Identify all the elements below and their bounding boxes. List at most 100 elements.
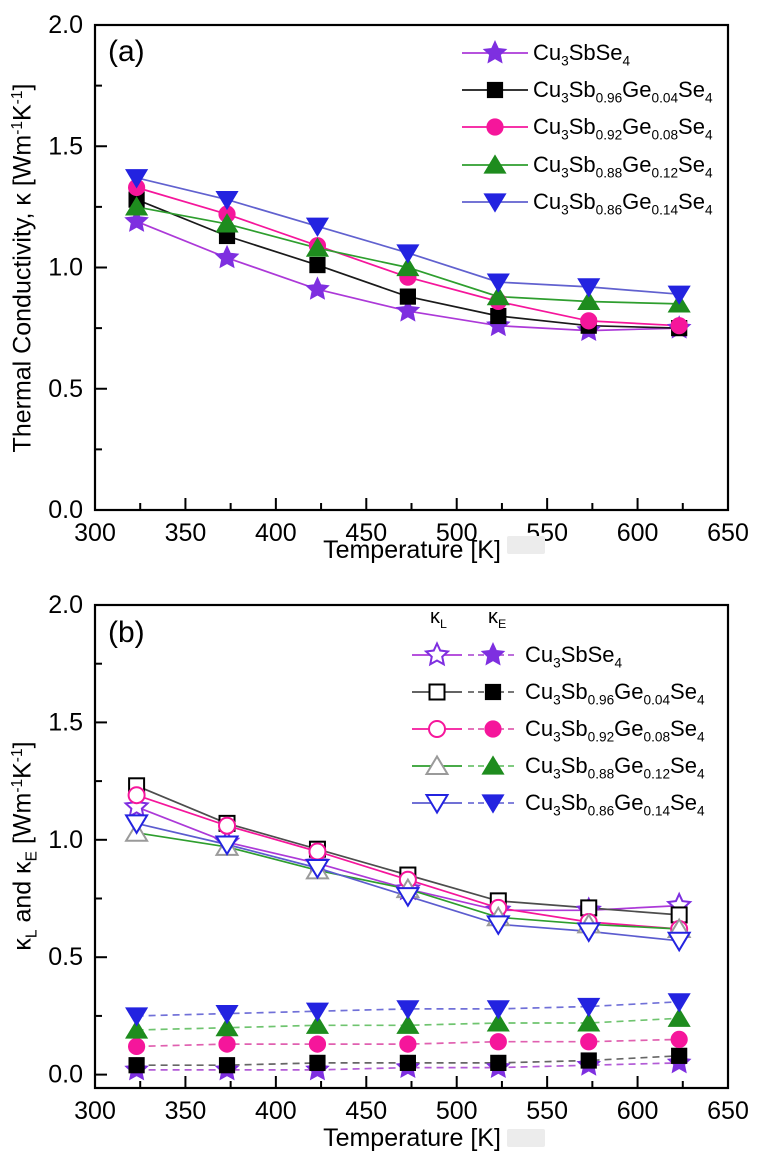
text-run: Ge [622, 114, 652, 139]
data-point-kE-circle [399, 1035, 417, 1053]
superscript: -1 [9, 90, 26, 105]
x-tick-label: 300 [74, 519, 116, 547]
x-tick-label: 550 [526, 1097, 568, 1125]
data-point-main-triangle-up [486, 285, 510, 306]
legend-b-filled-marker-star [480, 642, 506, 666]
x-tick-label: 450 [345, 519, 387, 547]
subscript: 0.92 [595, 127, 623, 143]
data-point-kE-square [671, 1047, 688, 1064]
subscript: 0.86 [595, 202, 623, 218]
subscript: 4 [696, 692, 705, 708]
watermark-smudge-a [507, 536, 545, 554]
subscript: 4 [704, 90, 713, 106]
legend-b-open-marker-triangle-up [424, 754, 450, 775]
legend-a-marker-circle [486, 118, 504, 136]
subscript: 0.92 [587, 729, 615, 745]
subscript: 4 [696, 729, 705, 745]
legend-b-open-marker-star [423, 641, 451, 667]
subscript: 0.96 [587, 692, 615, 708]
x-tick-label: 350 [165, 519, 207, 547]
data-point-main-triangle-up [396, 256, 420, 277]
data-point-main-triangle-up [125, 196, 149, 216]
text-run: Sb [560, 679, 588, 704]
superscript: -1 [9, 778, 26, 793]
legend-b-open-marker-triangle-down [424, 794, 450, 815]
text-run: Se [678, 77, 705, 102]
x-tick-label: 600 [617, 519, 659, 547]
legend-a-marker-star [482, 40, 508, 64]
watermark-smudge-b [507, 1129, 545, 1147]
superscript: -1 [9, 748, 26, 763]
subscript: E [498, 616, 507, 631]
legend-a-marker-triangle-up [483, 154, 507, 174]
subscript: 3 [553, 655, 561, 671]
subscript: 4 [704, 165, 713, 181]
y-tick-label: 1.0 [48, 254, 83, 282]
text-run: K [8, 762, 37, 779]
text-run: Sb [568, 189, 596, 214]
subscript: L [23, 929, 41, 939]
text-run: Sb [568, 114, 596, 139]
data-point-kL-triangle-down [395, 887, 421, 908]
y-tick-label: 1.5 [48, 132, 83, 160]
data-point-main-star [214, 244, 240, 269]
subscript: 3 [553, 803, 561, 819]
data-point-kE-square [128, 1057, 145, 1074]
data-point-kE-circle [489, 1033, 507, 1051]
y-tick-label: 0.0 [48, 496, 83, 524]
legend-b-header-kE: κE [488, 606, 506, 635]
subscript: 0.88 [587, 766, 615, 782]
text-run: Sb [560, 790, 588, 815]
data-point-kL-triangle-down [214, 835, 240, 856]
text-run: Thermal Conductivity, κ [Wm [8, 134, 37, 453]
x-tick-label: 400 [255, 1097, 297, 1125]
data-point-main-triangle-down [125, 169, 149, 189]
data-point-kE-triangle-down [667, 993, 691, 1013]
data-point-main-star [305, 276, 330, 300]
x-tick-label: 500 [436, 519, 478, 547]
data-point-kE-triangle-down [215, 1004, 239, 1025]
subscript: 3 [561, 165, 569, 181]
text-run: Se [678, 152, 705, 177]
legend-a-item-4: Cu3Sb0.86Ge0.14Se4 [533, 187, 713, 217]
legend-b-header-kL: κL [430, 606, 447, 635]
y-tick-label: 2.0 [48, 11, 83, 39]
x-tick-label: 400 [255, 519, 297, 547]
data-point-main-star [395, 298, 421, 322]
data-point-main-triangle-up [215, 213, 239, 233]
data-point-kE-triangle-up [486, 1012, 510, 1032]
legend-b-filled-marker-circle [484, 720, 502, 738]
data-point-main-triangle-down [396, 244, 420, 264]
legend-b-open-marker-circle [428, 720, 446, 738]
legend-a-item-3: Cu3Sb0.88Ge0.12Se4 [533, 150, 713, 180]
legend-a-marker-square [486, 81, 504, 99]
subscript: L [440, 616, 447, 631]
data-point-main-triangle-down [577, 278, 601, 298]
data-point-kE-triangle-down [305, 1002, 330, 1022]
data-point-main-circle [670, 317, 688, 335]
subscript: 3 [561, 53, 569, 69]
data-point-kE-triangle-up [125, 1019, 149, 1039]
subscript: 0.14 [651, 202, 679, 218]
text-run: SbSe [568, 40, 623, 65]
text-run: κ [430, 606, 440, 628]
text-run: Se [670, 716, 697, 741]
data-point-kE-triangle-up [305, 1014, 330, 1034]
subscript: 4 [696, 766, 705, 782]
legend-b-item-2: Cu3Sb0.92Ge0.08Se4 [525, 714, 705, 744]
data-point-kL-triangle-down [576, 922, 602, 943]
data-point-main-triangle-up [305, 237, 330, 257]
text-run: Cu [533, 77, 562, 102]
subscript: 4 [696, 803, 705, 819]
subscript: 3 [561, 90, 569, 106]
data-point-kL-triangle-down [486, 915, 511, 936]
data-point-kE-circle [308, 1035, 327, 1053]
y-tick-label: 1.0 [48, 826, 83, 854]
text-run: Ge [622, 189, 652, 214]
x-tick-label: 600 [617, 1097, 659, 1125]
data-point-kE-square [490, 1054, 507, 1071]
text-run: Se [678, 189, 705, 214]
data-point-main-star [486, 312, 511, 337]
panel-b-label: (b) [108, 616, 145, 649]
